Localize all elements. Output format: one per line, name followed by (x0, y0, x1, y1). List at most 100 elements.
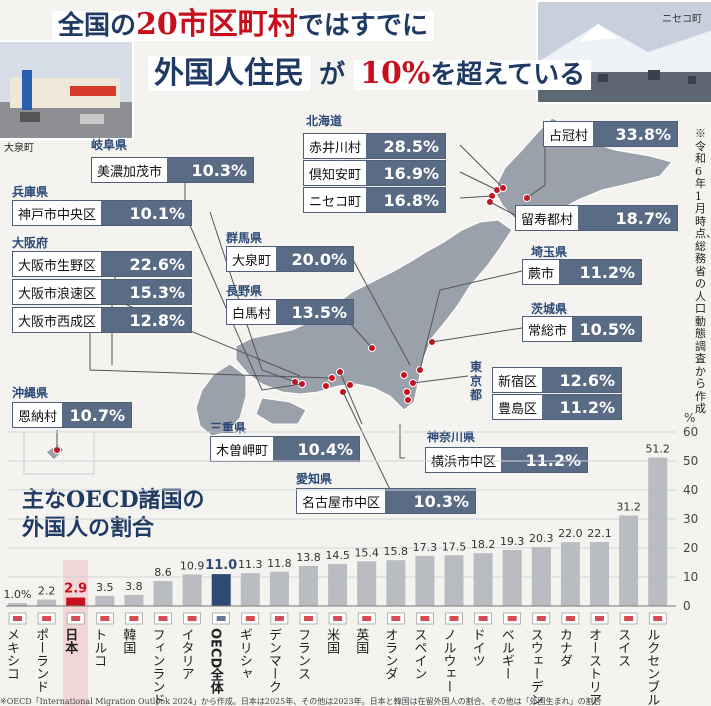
callout-rusutsu: 留寿都村 18.7% (515, 205, 678, 231)
flag-icon-mark (100, 616, 110, 621)
pref-hokkaido: 北海道 (306, 114, 343, 128)
callout-percent: 10.1% (101, 201, 191, 225)
callout-name: 横浜市中区 (426, 448, 502, 472)
callout-percent: 20.0% (276, 247, 353, 271)
pref-nagano: 長野県 (226, 284, 263, 298)
callout-name: 大阪市浪速区 (13, 280, 102, 304)
bar-value-label: 15.4 (354, 546, 379, 559)
bar-value-label: 18.2 (471, 538, 496, 551)
callout-name: 新宿区 (493, 368, 543, 392)
flag-icon-mark (449, 616, 459, 621)
callout-name: 倶知安町 (304, 161, 367, 185)
bar-value-label: 14.5 (325, 549, 350, 562)
bar-13 (386, 560, 406, 606)
bar-10 (299, 565, 318, 606)
callout-akaigawa: 赤井川村 28.5% (303, 133, 446, 159)
flag-icon-mark (362, 616, 372, 621)
pref-saitama: 埼玉県 (531, 245, 568, 259)
bar-2 (66, 597, 86, 606)
bar-12 (357, 561, 377, 606)
category-label: ドイツ (470, 628, 485, 667)
callout-oizumi: 大泉町 20.0% (226, 246, 354, 272)
callout-name: 蕨市 (523, 260, 560, 284)
callout-percent: 13.5% (276, 300, 353, 324)
flag-icon-mark (507, 616, 517, 621)
category-label: オーストリア (586, 628, 601, 706)
callout-percent: 10.4% (273, 437, 359, 461)
bar-value-label: 11.3 (238, 558, 263, 571)
flag-icon-mark (595, 616, 604, 621)
callout-joso: 常総市 10.5% (522, 316, 642, 342)
headline-exceed: を超えている (430, 60, 586, 90)
bar-value-label: 3.5 (96, 581, 114, 594)
flag-icon-mark (158, 616, 168, 621)
category-label: メキシコ (4, 628, 19, 680)
category-label: カナダ (557, 628, 572, 667)
headline-part1: 全国の (58, 11, 137, 41)
callout-name: 恩納村 (13, 403, 63, 427)
headline-part2: ではすでに (297, 11, 429, 41)
callout-name: 美濃加茂市 (92, 158, 168, 182)
callout-hakuba: 白馬村 13.5% (226, 299, 354, 325)
photo-oizumi (0, 40, 134, 140)
bar-21 (619, 515, 639, 606)
bar-value-label: 13.8 (296, 551, 321, 564)
flag-icon-mark (13, 616, 22, 621)
bar-value-label: 17.5 (442, 540, 467, 553)
bar-19 (560, 542, 580, 606)
pref-gunma: 群馬県 (226, 231, 263, 245)
bar-9 (269, 571, 289, 606)
source-note-vertical: ※令和6年1月時点、総務省の人口動態調査から作成 (695, 127, 711, 415)
pref-ibaraki: 茨城県 (531, 302, 568, 316)
flag-icon-mark (245, 616, 255, 621)
category-label: ノルウェー (441, 628, 456, 693)
callout-name: 豊島区 (493, 395, 543, 419)
callout-naniwa: 大阪市浪速区 15.3% (12, 279, 192, 305)
category-label: ルクセンブルク (644, 628, 660, 706)
bar-value-label: 10.9 (180, 559, 205, 572)
flag-icon-mark (274, 616, 284, 621)
category-label: オランダ (382, 628, 397, 680)
callout-ikuno: 大阪市生野区 22.6% (12, 251, 192, 277)
y-tick-label: 40 (683, 483, 698, 497)
flag-icon-mark (565, 616, 575, 621)
flag-icon-mark (333, 616, 343, 621)
chart-title-line1: 主なOECD諸国の (22, 487, 205, 513)
bar-value-label: 8.6 (154, 566, 172, 579)
callout-kobe: 神戸市中央区 10.1% (12, 200, 192, 226)
category-label: トルコ (91, 628, 106, 667)
category-label: デンマーク (266, 628, 281, 693)
bar-value-label: 3.8 (125, 580, 143, 593)
callout-percent: 15.3% (101, 280, 191, 304)
callout-name: 白馬村 (227, 300, 277, 324)
callout-name: ニセコ町 (304, 188, 367, 212)
bar-18 (531, 547, 551, 606)
category-label: OECD全体 (208, 628, 225, 696)
headline-foreign-residents: 外国人住民 (148, 56, 310, 91)
callout-percent: 33.8% (593, 122, 677, 146)
callout-percent: 10.5% (572, 317, 641, 341)
y-tick-label: 30 (683, 512, 698, 526)
flag-icon-mark (478, 616, 488, 621)
callout-shinjuku: 新宿区 12.6% (492, 367, 622, 393)
callout-onna: 恩納村 10.7% (12, 402, 132, 428)
headline-line1: 全国の20市区町村ではすでに (52, 8, 435, 43)
bar-8 (240, 573, 260, 606)
bar-value-label: 2.9 (64, 582, 87, 597)
callout-percent: 11.2% (542, 395, 621, 419)
callout-kisosaki: 木曽岬町 10.4% (210, 436, 360, 462)
bar-6 (182, 574, 202, 606)
callout-shimukappu: 占冠村 33.8% (543, 121, 678, 147)
callout-percent: 16.9% (366, 161, 445, 185)
y-tick-label: 60 (683, 425, 698, 439)
callout-percent: 12.8% (101, 308, 191, 332)
bar-value-label: 20.3 (529, 532, 554, 545)
callout-name: 神戸市中央区 (13, 201, 102, 225)
callout-percent: 18.7% (578, 206, 677, 230)
flag-icon-mark (129, 616, 139, 621)
bar-11 (328, 563, 348, 606)
photo-oizumi-image (0, 42, 132, 138)
callout-percent: 10.3% (167, 158, 253, 182)
pref-osaka: 大阪府 (12, 236, 49, 250)
